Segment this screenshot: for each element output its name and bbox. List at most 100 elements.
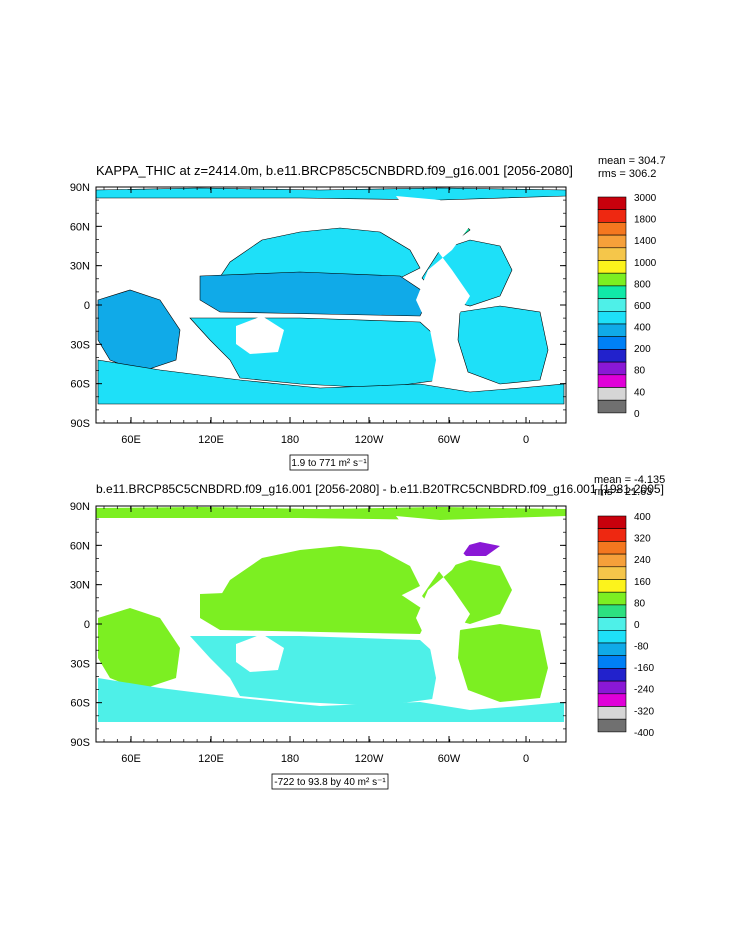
colorbar-swatch [597, 629, 627, 644]
field2-indian-ocean [98, 608, 180, 690]
colorbar-swatch [597, 247, 627, 261]
field-southern-ocean [97, 359, 565, 405]
colorbar-label: 80 [634, 598, 646, 609]
colorbar-swatch [597, 399, 627, 414]
field2-southern-ocean [98, 678, 564, 722]
field-arctic [96, 187, 566, 201]
colorbar-swatch [597, 209, 627, 223]
xtick-label: 60W [438, 753, 461, 765]
ytick-label: 30N [70, 580, 90, 592]
colorbar-label: 1800 [634, 215, 657, 226]
colorbar-swatch [597, 387, 627, 401]
land-australia [236, 316, 284, 354]
panel-2: b.e11.BRCP85C5CNBDRD.f09_g16.001 [2056-2… [70, 474, 665, 790]
colorbar-swatch [597, 706, 627, 720]
colorbar-swatch [597, 617, 627, 631]
colorbar-label: 800 [634, 279, 651, 290]
field2-south-atlantic [458, 624, 548, 702]
land2-americas [396, 516, 470, 704]
panel-1-stat-mean: mean = 304.7 [598, 155, 666, 167]
colorbar-label: 240 [634, 555, 651, 566]
colorbar-label: 0 [634, 409, 640, 420]
colorbar-swatch [597, 349, 627, 363]
xtick-label: 60E [121, 753, 141, 765]
colorbar-label: -400 [634, 728, 654, 739]
field2-north-pacific [218, 546, 420, 600]
panel-2-range-note: -722 to 93.8 by 40 m² s⁻¹ [274, 777, 386, 788]
colorbar-label: -160 [634, 663, 654, 674]
ytick-label: 90S [70, 418, 90, 430]
colorbar-label: 400 [634, 512, 651, 523]
colorbar-swatch [597, 566, 627, 580]
xtick-label: 120W [355, 753, 384, 765]
ytick-label: 60N [70, 540, 90, 552]
colorbar-swatch [597, 655, 627, 669]
ytick-label: 0 [84, 300, 90, 312]
panel-1-range-box [289, 454, 369, 471]
panel-2-range-box [271, 773, 389, 790]
colorbar-label: 1400 [634, 236, 657, 247]
ytick-label: 90N [70, 501, 90, 513]
colorbar-swatch [597, 579, 627, 593]
colorbar-swatch [597, 374, 627, 388]
field-south-pacific [189, 317, 441, 389]
panel-2-map-field [96, 507, 566, 722]
xtick-label: 120W [355, 434, 384, 446]
colorbar-label: 600 [634, 301, 651, 312]
field-north-pacific [217, 227, 421, 281]
panel-2-colorbar: 400 320 240 160 80 0 -80 -160 -240 -320 -400 [597, 512, 654, 739]
colorbar-swatch [597, 298, 627, 312]
colorbar-label: 160 [634, 577, 651, 588]
colorbar-swatch [597, 234, 627, 249]
ytick-label: 90S [70, 737, 90, 749]
field2-south-pacific [190, 636, 440, 706]
colorbar-swatch [597, 285, 627, 299]
ytick-label: 30N [70, 261, 90, 273]
panel-2-stat-mean: mean = -4.135 [594, 474, 665, 486]
ytick-label: 30S [70, 658, 90, 670]
colorbar-label: -80 [634, 642, 649, 653]
colorbar-swatch [597, 515, 627, 529]
xtick-label: 0 [523, 753, 529, 765]
xtick-label: 180 [281, 434, 299, 446]
xtick-label: 180 [281, 753, 299, 765]
field-indian-ocean [97, 289, 181, 373]
xtick-label: 120E [198, 753, 224, 765]
colorbar-swatch [597, 260, 627, 274]
colorbar-swatch [597, 528, 627, 542]
panel-2-axes: 90N 60N 30N 0 30S 60S 90S 60E 120E 180 120W 60W 0 [70, 501, 566, 765]
colorbar-label: 400 [634, 323, 651, 334]
ytick-label: 60S [70, 698, 90, 710]
colorbar-swatch [597, 604, 627, 618]
colorbar-swatch [597, 553, 627, 568]
xtick-label: 60E [121, 434, 141, 446]
panel-2-title: b.e11.BRCP85C5CNBDRD.f09_g16.001 [2056-2… [96, 482, 664, 496]
colorbar-label: 80 [634, 366, 646, 377]
ytick-label: 90N [70, 182, 90, 194]
panel-1: KAPPA_THIC at z=2414.0m, b.e11.BRCP85C5C… [70, 155, 666, 471]
colorbar-swatch [597, 718, 627, 733]
colorbar-swatch [597, 591, 627, 606]
field-south-atlantic [457, 305, 549, 385]
field2-tropical-pacific [200, 590, 430, 634]
field2-arctic [96, 507, 566, 520]
ytick-label: 30S [70, 339, 90, 351]
xtick-label: 60W [438, 434, 461, 446]
colorbar-label: 200 [634, 344, 651, 355]
ytick-label: 0 [84, 619, 90, 631]
colorbar-swatch [597, 336, 627, 350]
colorbar-label: 0 [634, 620, 640, 631]
panel-2-stat-rms: rms = 21.63 [594, 486, 652, 498]
colorbar-label: -240 [634, 685, 654, 696]
colorbar-swatch [597, 361, 627, 376]
colorbar-swatch [597, 680, 627, 695]
colorbar-swatch [597, 323, 627, 337]
colorbar-label: 320 [634, 534, 651, 545]
panel-1-title: KAPPA_THIC at z=2414.0m, b.e11.BRCP85C5C… [96, 163, 573, 178]
colorbar-swatch [597, 196, 627, 210]
panel-1-axes: 90N 60N 30N 0 30S 60S 90S 60E 120E 180 120W 60W 0 [70, 182, 566, 446]
ytick-label: 60N [70, 221, 90, 233]
colorbar-label: -320 [634, 706, 654, 717]
